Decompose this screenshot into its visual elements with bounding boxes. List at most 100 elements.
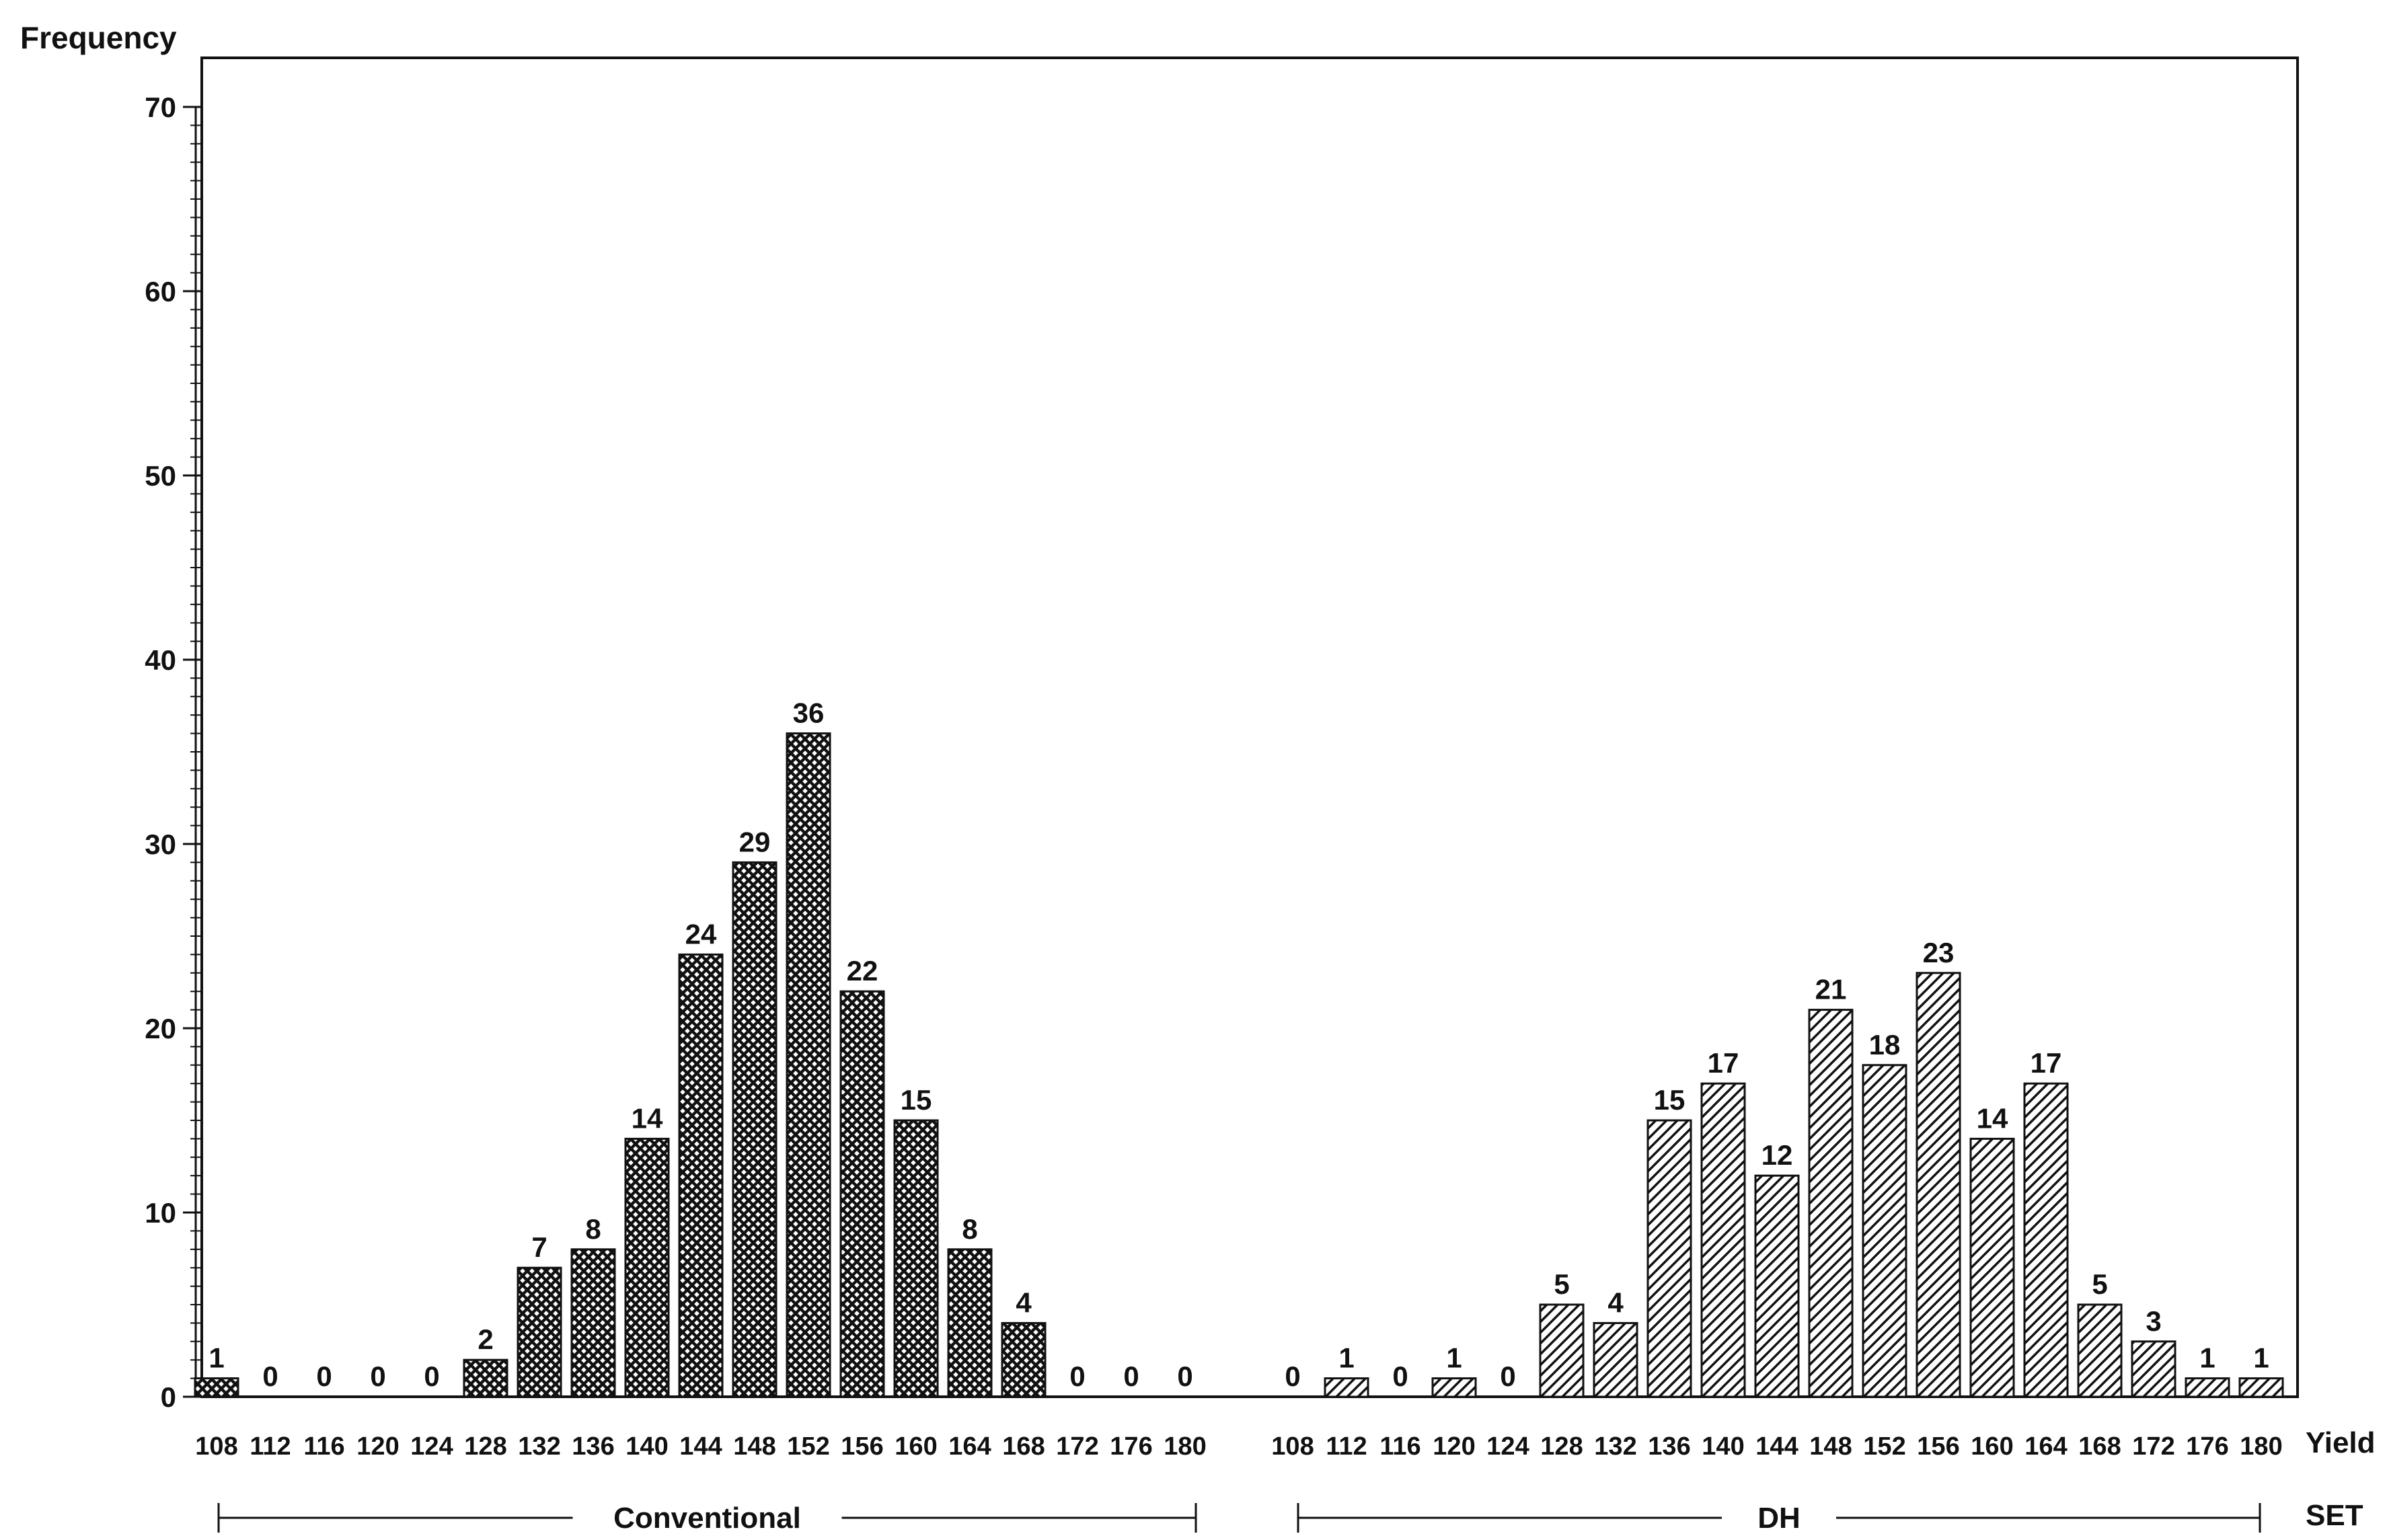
- x-tick-label: 132: [518, 1432, 560, 1461]
- x-tick-label: 148: [1809, 1432, 1852, 1461]
- bar-value-label: 21: [1815, 974, 1847, 1005]
- bar-value-label: 0: [1392, 1360, 1408, 1392]
- bar-value-label: 7: [531, 1231, 547, 1263]
- bar: [893, 1119, 939, 1398]
- y-tick-label: 70: [145, 91, 176, 123]
- x-tick-label: 120: [1433, 1432, 1475, 1461]
- x-tick-label: 108: [1271, 1432, 1314, 1461]
- x-tick-labels: 108 112 116 120 124 128 132 136 140 144 148 152 156 1…: [195, 1432, 2282, 1461]
- y-axis: 0 10 20 30 40 50 60 70: [145, 91, 202, 1413]
- bar-value-label: 18: [1869, 1029, 1901, 1061]
- bar: [570, 1248, 616, 1398]
- x-tick-label: 124: [1486, 1432, 1529, 1461]
- x-tick-label: 128: [464, 1432, 506, 1461]
- x-tick-label: 140: [626, 1432, 668, 1461]
- bar: [1646, 1119, 1692, 1398]
- bar: [1593, 1321, 1638, 1398]
- x-tick-label: 116: [1379, 1432, 1420, 1461]
- bar: [1862, 1064, 1907, 1398]
- bar: [624, 1137, 670, 1398]
- bar-value-label: 1: [1338, 1342, 1354, 1374]
- x-tick-label: 120: [356, 1432, 399, 1461]
- y-tick-label: 30: [145, 829, 176, 860]
- bar: [839, 990, 885, 1398]
- x-tick-label: 156: [841, 1432, 883, 1461]
- bar-value-label: 14: [632, 1102, 663, 1134]
- bar-value-label: 23: [1923, 937, 1955, 968]
- bar: [1539, 1303, 1585, 1398]
- bar-value-label: 2: [478, 1323, 493, 1355]
- bar-value-label: 36: [793, 697, 825, 729]
- bar-value-label: 0: [316, 1360, 332, 1392]
- bar-value-label: 22: [847, 955, 878, 987]
- bar-value-label: 0: [1500, 1360, 1515, 1392]
- bar-value-label: 17: [1708, 1047, 1739, 1079]
- bar: [463, 1358, 508, 1398]
- bar: [1001, 1321, 1047, 1398]
- x-tick-label: 172: [2132, 1432, 2174, 1461]
- y-tick-label: 40: [145, 644, 176, 676]
- bar-value-label: 3: [2146, 1305, 2161, 1337]
- bar-value-label: 8: [585, 1213, 601, 1245]
- bar-value-label: 5: [1554, 1268, 1569, 1300]
- bar: [1754, 1174, 1800, 1398]
- x-tick-label: 140: [1702, 1432, 1744, 1461]
- bar: [732, 861, 778, 1398]
- x-tick-label: 156: [1917, 1432, 1959, 1461]
- bar: [194, 1377, 239, 1398]
- bar-value-label: 14: [1977, 1102, 2008, 1134]
- y-tick-label: 60: [145, 276, 176, 307]
- bar-value-label: 1: [209, 1342, 224, 1374]
- y-tick-label: 0: [161, 1381, 176, 1413]
- x-tick-label: 108: [195, 1432, 237, 1461]
- x-tick-label: 124: [410, 1432, 453, 1461]
- x-tick-label: 132: [1594, 1432, 1636, 1461]
- bar-value-label: 1: [1446, 1342, 1462, 1374]
- bar: [1324, 1377, 1369, 1398]
- x-tick-label: 160: [1971, 1432, 2013, 1461]
- x-tick-label: 116: [303, 1432, 344, 1461]
- bar-value-label: 5: [2092, 1268, 2107, 1300]
- bar-value-label: 0: [424, 1360, 439, 1392]
- bar-value-label: 0: [1285, 1360, 1300, 1392]
- bar-value-label: 0: [1177, 1360, 1192, 1392]
- x-tick-label: 136: [1648, 1432, 1690, 1461]
- bar-value-label: 15: [1654, 1084, 1685, 1116]
- bar: [517, 1266, 562, 1398]
- group-label: Conventional: [613, 1502, 801, 1535]
- bar: [2238, 1377, 2284, 1398]
- bar: [2131, 1340, 2176, 1398]
- bar-value-label: 0: [262, 1360, 278, 1392]
- bar: [947, 1248, 993, 1398]
- bar-value-label: 24: [685, 918, 717, 950]
- x-tick-label: 180: [2240, 1432, 2282, 1461]
- y-tick-label: 10: [145, 1197, 176, 1229]
- group-label: DH: [1757, 1502, 1801, 1535]
- bar-value-label: 1: [2253, 1342, 2269, 1374]
- y-axis-label: Frequency: [20, 20, 177, 55]
- bar: [1916, 972, 1961, 1398]
- bar-value-label: 1: [2199, 1342, 2215, 1374]
- bar: [2185, 1377, 2230, 1398]
- bar-value-label: 29: [739, 826, 771, 857]
- plot-frame: [200, 56, 2299, 1398]
- x-tick-label: 164: [948, 1432, 991, 1461]
- x-tick-label: 144: [679, 1432, 722, 1461]
- bar-value-label: 4: [1607, 1286, 1624, 1318]
- bar-value-label: 15: [901, 1084, 932, 1116]
- bar: [2023, 1082, 2069, 1398]
- x-tick-label: 180: [1164, 1432, 1206, 1461]
- x-tick-label: 144: [1755, 1432, 1798, 1461]
- x-tick-label: 160: [895, 1432, 937, 1461]
- bar-value-label: 4: [1016, 1286, 1032, 1318]
- bar-value-label: 0: [1123, 1360, 1139, 1392]
- x-tick-label: 152: [1863, 1432, 1905, 1461]
- group-axis-label: SET: [2306, 1499, 2363, 1532]
- bar: [1700, 1082, 1746, 1398]
- bar-value-label: 0: [370, 1360, 385, 1392]
- x-tick-label: 176: [2186, 1432, 2228, 1461]
- x-tick-label: 164: [2024, 1432, 2067, 1461]
- group-brackets: Conventional DH: [217, 1502, 2261, 1535]
- bar: [1969, 1137, 2015, 1398]
- bar-value-label: 17: [2031, 1047, 2062, 1079]
